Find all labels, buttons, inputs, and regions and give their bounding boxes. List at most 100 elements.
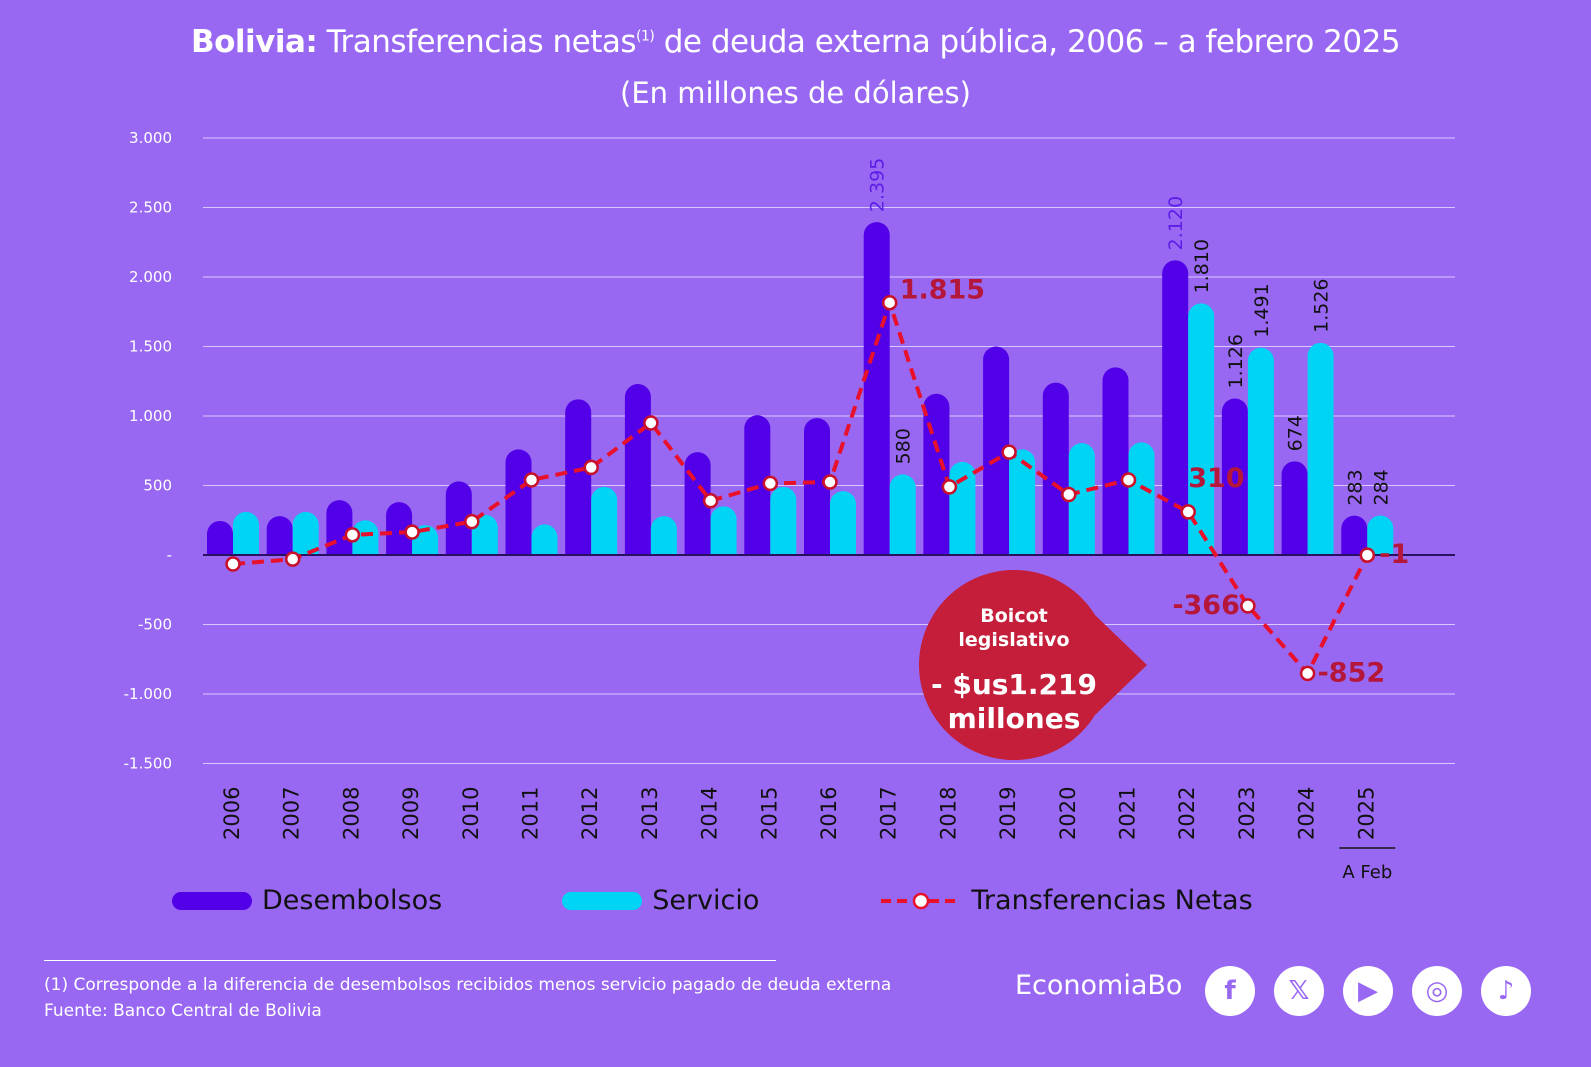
bar-servicio xyxy=(830,491,856,555)
x-tick-label: 2024 xyxy=(1295,787,1319,840)
net-value-label: 310 xyxy=(1188,463,1244,494)
net-transfer-point xyxy=(1359,547,1376,563)
tiktok-icon[interactable]: ♪ xyxy=(1481,966,1531,1016)
bar-desembolsos xyxy=(266,516,293,555)
x-tick-note: A Feb xyxy=(1342,862,1392,883)
footnote: (1) Corresponde a la diferencia de desem… xyxy=(44,975,892,995)
x-tick-label: 2012 xyxy=(578,787,602,840)
y-tick-label: 2.000 xyxy=(129,268,172,286)
x-tick-label: 2010 xyxy=(459,787,483,840)
youtube-icon[interactable]: ▶ xyxy=(1343,966,1393,1016)
bar-value-label: 674 xyxy=(1285,415,1307,451)
y-tick-label: 3.000 xyxy=(129,129,172,147)
bar-value-label: 1.491 xyxy=(1251,283,1273,337)
net-transfer-point xyxy=(702,493,719,509)
legend: Desembolsos Servicio Transferencias Neta… xyxy=(172,885,1373,916)
y-tick-label: -500 xyxy=(138,616,172,634)
x-tick-label: 2013 xyxy=(638,787,662,840)
callout-text: legislativo xyxy=(958,629,1069,651)
net-transfer-point xyxy=(523,472,540,488)
net-transfer-point xyxy=(1001,444,1017,460)
x-tick-label: 2006 xyxy=(220,787,244,840)
bar-desembolsos xyxy=(624,384,651,555)
bar-desembolsos xyxy=(863,222,890,555)
title-footnote-mark: (1) xyxy=(636,28,655,45)
bar-desembolsos xyxy=(505,449,532,555)
x-tick-label: 2011 xyxy=(519,787,543,840)
net-transfer-point xyxy=(464,513,480,530)
bar-servicio xyxy=(531,524,558,555)
y-tick-label: 2.500 xyxy=(129,199,172,217)
legend-label: Servicio xyxy=(652,885,760,916)
net-transfer-point xyxy=(1240,598,1256,614)
bar-servicio xyxy=(1188,303,1215,555)
bar-desembolsos xyxy=(565,399,592,555)
callout-circle xyxy=(919,570,1109,760)
callout-text: millones xyxy=(948,702,1081,735)
net-transfer-point xyxy=(1061,486,1077,503)
net-transfer-point xyxy=(941,479,958,495)
x-icon[interactable]: 𝕏 xyxy=(1274,966,1324,1016)
x-tick-label: 2016 xyxy=(817,787,841,840)
net-value-label: 1.815 xyxy=(900,275,985,306)
net-transfer-point xyxy=(225,556,241,572)
legend-line-swatch xyxy=(881,892,962,909)
x-tick-label: 2022 xyxy=(1175,787,1199,840)
chart-title: Bolivia: Transferencias netas(1) de deud… xyxy=(0,24,1591,60)
y-tick-label: - xyxy=(167,546,172,564)
x-tick-label: 2009 xyxy=(399,787,423,840)
bar-servicio xyxy=(1367,515,1394,555)
title-bold: Bolivia: xyxy=(190,24,318,60)
bar-servicio xyxy=(1307,342,1334,555)
source: Fuente: Banco Central de Bolivia xyxy=(44,1001,322,1021)
bar-servicio xyxy=(710,506,737,555)
bar-value-label: 580 xyxy=(893,428,915,464)
title-rest: de deuda externa pública, 2006 – a febre… xyxy=(654,24,1401,60)
bar-desembolsos xyxy=(1162,260,1189,555)
bar-desembolsos xyxy=(923,393,950,555)
net-value-label: -1 xyxy=(1379,539,1409,570)
bar-servicio xyxy=(949,461,976,555)
bar-desembolsos xyxy=(983,346,1010,555)
legend-transferencias: Transferencias Netas xyxy=(879,885,1253,916)
bar-value-label: 284 xyxy=(1370,469,1392,505)
legend-servicio: Servicio xyxy=(562,885,759,916)
bar-servicio xyxy=(770,486,797,555)
y-tick-label: 1.000 xyxy=(129,407,172,425)
x-tick-label: 2017 xyxy=(877,787,901,840)
net-transfer-point xyxy=(404,524,420,540)
bar-servicio xyxy=(1247,347,1274,555)
divider xyxy=(44,960,776,961)
net-transfer-point xyxy=(1299,665,1316,682)
bar-desembolsos xyxy=(1221,398,1248,555)
net-value-label: -852 xyxy=(1318,657,1386,688)
bar-desembolsos xyxy=(326,500,353,555)
net-transfer-point xyxy=(583,459,599,476)
net-transfer-point xyxy=(284,551,301,567)
net-transfer-point xyxy=(643,415,659,431)
net-transfer-point xyxy=(762,475,779,492)
legend-swatch xyxy=(172,891,252,910)
x-tick-label: 2007 xyxy=(280,787,304,840)
net-transfer-point xyxy=(1180,504,1196,520)
facebook-icon[interactable]: f xyxy=(1205,966,1255,1016)
x-tick-label: 2019 xyxy=(996,787,1020,840)
bar-value-label: 1.526 xyxy=(1311,278,1333,332)
instagram-icon[interactable]: ◎ xyxy=(1412,966,1462,1016)
bar-desembolsos xyxy=(386,502,413,555)
callout-text: - $us1.219 xyxy=(931,668,1097,701)
legend-swatch xyxy=(562,891,643,910)
x-tick-label: 2014 xyxy=(698,787,722,840)
bar-value-label: 1.810 xyxy=(1191,239,1213,293)
bar-servicio xyxy=(1009,449,1036,555)
title-text: Transferencias netas xyxy=(317,24,637,60)
net-transfer-point xyxy=(1120,472,1137,488)
bar-desembolsos xyxy=(804,418,830,555)
bar-desembolsos xyxy=(1102,367,1129,555)
bar-servicio xyxy=(591,486,618,555)
net-transfer-point xyxy=(344,527,361,543)
bar-servicio xyxy=(292,511,319,555)
legend-label: Transferencias Netas xyxy=(971,885,1253,916)
bar-servicio xyxy=(233,511,259,555)
x-tick-label: 2008 xyxy=(339,787,363,840)
